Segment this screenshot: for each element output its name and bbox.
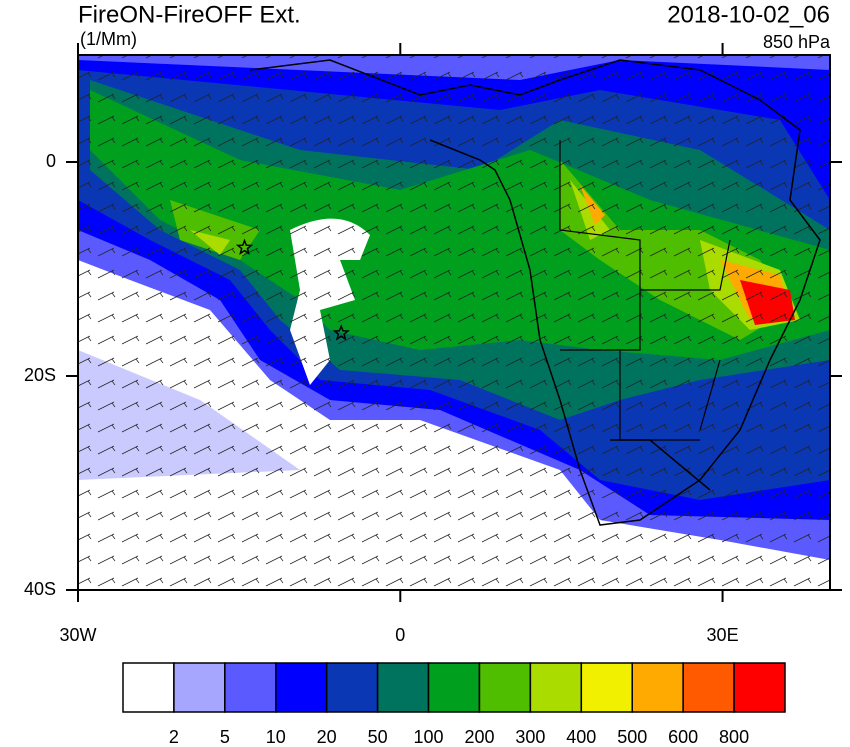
colorbar-box: [580, 662, 633, 713]
colorbar-label: 10: [266, 727, 286, 747]
y-tick-label: 40S: [24, 579, 56, 599]
y-tick-label: 20S: [24, 365, 56, 385]
colorbar-box: [325, 662, 379, 713]
colorbar-box: [733, 662, 786, 713]
units: (1/Mm): [80, 29, 137, 49]
colorbar-box: [631, 662, 684, 713]
colorbar-label: 100: [414, 727, 444, 747]
colorbar-label: 50: [368, 727, 388, 747]
colorbar-box: [529, 662, 583, 713]
title: FireON-FireOFF Ext.: [78, 1, 301, 28]
y-tick-label: 0: [46, 151, 56, 171]
colorbar-label: 2: [169, 727, 179, 747]
colorbar-box: [173, 662, 226, 713]
colorbar-label: 400: [566, 727, 596, 747]
colorbar-label: 200: [464, 727, 494, 747]
time: 2018-10-02_06: [667, 1, 830, 28]
colorbar-box: [275, 662, 328, 713]
colorbar-box: [122, 662, 175, 713]
map-frame: [77, 54, 831, 591]
colorbar-label: 500: [617, 727, 647, 747]
colorbar-label: 800: [719, 727, 749, 747]
colorbar-label: 5: [220, 727, 230, 747]
x-tick-label: 30W: [59, 625, 96, 645]
colorbar-label: 600: [668, 727, 698, 747]
colorbar-box: [427, 662, 481, 713]
colorbar-box: [376, 662, 430, 713]
colorbar-box: [682, 662, 735, 713]
site-marker: [332, 324, 350, 341]
site-marker: [235, 238, 254, 256]
x-tick-label: 30E: [707, 625, 739, 645]
colorbar-box: [224, 662, 277, 713]
map-field: [78, 55, 830, 590]
colorbar-label: 20: [317, 727, 337, 747]
level: 850 hPa: [763, 32, 831, 52]
colorbar-label: 300: [515, 727, 545, 747]
colorbar-box: [478, 662, 532, 713]
x-tick-label: 0: [395, 625, 405, 645]
